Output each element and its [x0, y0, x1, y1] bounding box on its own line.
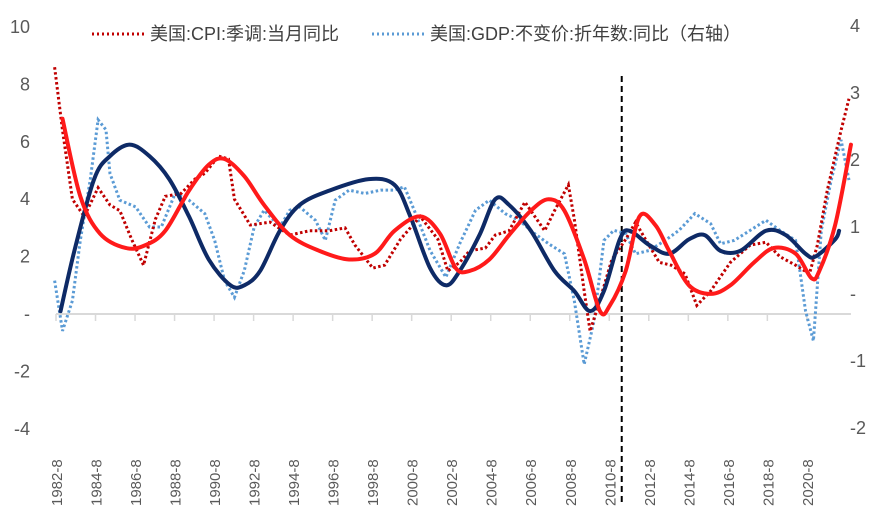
x-tick-label: 2004-8	[484, 459, 501, 506]
left-y-tick-label: -4	[14, 419, 30, 439]
series-line-gdp	[53, 116, 851, 365]
x-tick-label: 1986-8	[128, 459, 145, 506]
left-y-tick-label: 2	[20, 247, 30, 267]
right-y-tick-label: 3	[850, 83, 860, 103]
legend: 美国:CPI:季调:当月同比 美国:GDP:不变价:折年数:同比（右轴）	[92, 24, 741, 44]
right-y-tick-label: -2	[850, 418, 866, 438]
x-tick-label: 2016-8	[721, 459, 738, 506]
x-tick-label: 2020-8	[800, 459, 817, 506]
x-tick-label: 2012-8	[642, 459, 659, 506]
right-y-tick-label: 4	[850, 16, 860, 36]
x-tick-label: 1998-8	[365, 459, 382, 506]
left-y-tick-label: -2	[14, 361, 30, 381]
right-y-tick-label: 1	[850, 217, 860, 237]
x-tick-label: 1996-8	[326, 459, 343, 506]
x-tick-label: 2002-8	[444, 459, 461, 506]
x-tick-label: 2006-8	[523, 459, 540, 506]
x-tick-label: 2018-8	[760, 459, 777, 506]
x-tick-label: 1992-8	[247, 459, 264, 506]
right-y-tick-label: -1	[850, 351, 866, 371]
x-tick-label: 2008-8	[563, 459, 580, 506]
x-tick-label: 1988-8	[168, 459, 185, 506]
x-tick-label: 1984-8	[89, 459, 106, 506]
left-y-tick-label: 8	[20, 74, 30, 94]
left-y-tick-label: 10	[10, 17, 30, 37]
legend-label-cpi: 美国:CPI:季调:当月同比	[150, 24, 339, 44]
series-line-cpi	[53, 66, 851, 332]
right-y-tick-label: -	[850, 284, 856, 304]
series-line-gdp-smooth	[58, 142, 842, 314]
x-tick-label: 1994-8	[286, 459, 303, 506]
left-y-tick-label: 6	[20, 132, 30, 152]
legend-label-gdp: 美国:GDP:不变价:折年数:同比（右轴）	[430, 24, 741, 44]
series-line-cpi-smooth	[60, 116, 853, 317]
x-tick-label: 1990-8	[207, 459, 224, 506]
right-y-tick-label: 2	[850, 150, 860, 170]
x-tick-label: 1982-8	[49, 459, 66, 506]
left-y-tick-label: 4	[20, 189, 30, 209]
x-tick-label: 2014-8	[681, 459, 698, 506]
x-tick-label: 2000-8	[405, 459, 422, 506]
x-tick-label: 2010-8	[602, 459, 619, 506]
left-y-tick-label: -	[24, 304, 30, 324]
